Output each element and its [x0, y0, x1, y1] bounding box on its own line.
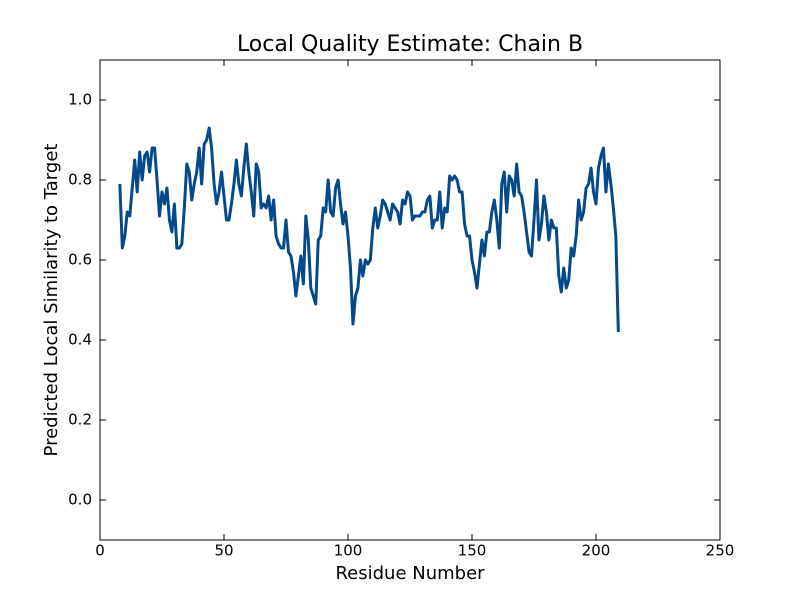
x-tick-label: 50: [214, 542, 233, 560]
x-tick-label: 150: [458, 542, 487, 560]
x-tick-label: 200: [582, 542, 611, 560]
x-tick-label: 0: [95, 542, 105, 560]
y-axis-label: Predicted Local Similarity to Target: [41, 144, 62, 457]
y-tick-label: 0.8: [68, 171, 92, 189]
x-axis-label: Residue Number: [335, 563, 485, 584]
y-tick-label: 0.2: [68, 411, 92, 429]
x-tick-label: 250: [706, 542, 735, 560]
data-line: [118, 126, 620, 333]
x-tick-label: 100: [334, 542, 363, 560]
y-tick-label: 1.0: [68, 91, 92, 109]
y-tick-label: 0.4: [68, 331, 92, 349]
chart-title: Local Quality Estimate: Chain B: [237, 32, 583, 57]
y-tick-label: 0.6: [68, 251, 92, 269]
y-tick-label: 0.0: [68, 491, 92, 509]
plot-frame: [99, 59, 721, 541]
